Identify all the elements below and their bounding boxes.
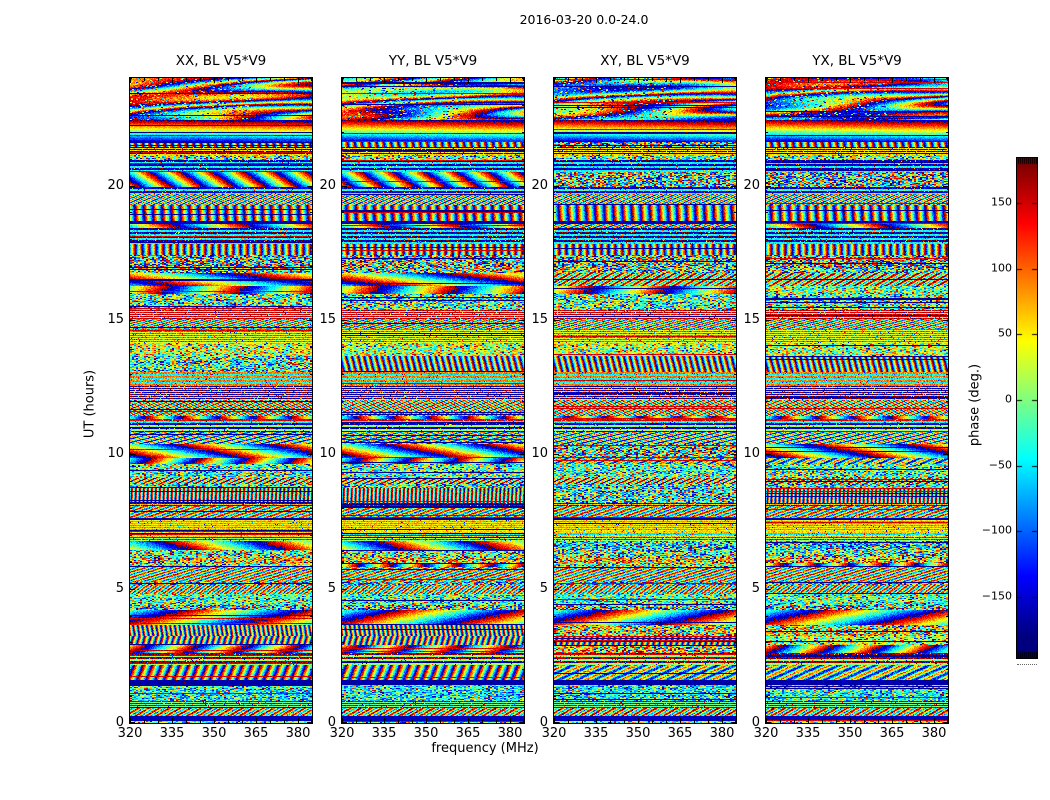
colorbar-tick-label: 0 — [1005, 392, 1012, 406]
colorbar-tick-label: −100 — [981, 523, 1012, 537]
y-tick-label: 20 — [319, 177, 336, 193]
y-tick-label: 20 — [107, 177, 124, 193]
colorbar-tick-label: −50 — [988, 458, 1012, 472]
y-tick-label: 20 — [531, 177, 548, 193]
panel-title: XX, BL V5*V9 — [175, 53, 267, 69]
panel-canvas — [765, 77, 949, 724]
figure-title: 2016-03-20 0.0-24.0 — [519, 12, 649, 27]
x-tick-label: 320 — [541, 726, 567, 741]
y-tick-label: 5 — [115, 580, 124, 596]
panel-title: YX, BL V5*V9 — [812, 53, 902, 69]
panel-canvas — [341, 77, 525, 724]
colorbar-underflow-marker — [1017, 664, 1037, 665]
x-tick-label: 335 — [159, 726, 185, 741]
x-tick-label: 350 — [837, 726, 863, 741]
panel-title: XY, BL V5*V9 — [600, 53, 690, 69]
x-tick-label: 380 — [709, 726, 735, 741]
y-axis-label: UT (hours) — [82, 369, 98, 439]
y-tick-label: 0 — [115, 715, 124, 730]
x-tick-label: 365 — [455, 726, 481, 741]
x-tick-label: 380 — [497, 726, 523, 741]
colorbar-tick-label: −150 — [981, 589, 1012, 603]
colorbar-tick-label: 50 — [998, 326, 1012, 340]
colorbar-canvas — [1016, 157, 1038, 659]
x-tick-label: 335 — [583, 726, 609, 741]
y-tick-label: 15 — [319, 311, 336, 327]
y-tick-label: 10 — [319, 446, 336, 462]
y-tick-label: 15 — [107, 311, 124, 327]
colorbar-tick-label: 100 — [991, 261, 1012, 275]
x-tick-label: 335 — [371, 726, 397, 741]
x-tick-label: 350 — [625, 726, 651, 741]
panel-canvas — [129, 77, 313, 724]
x-tick-label: 335 — [795, 726, 821, 741]
x-tick-label: 380 — [921, 726, 947, 741]
x-tick-label: 350 — [201, 726, 227, 741]
x-tick-label: 320 — [329, 726, 355, 741]
y-tick-label: 0 — [539, 715, 548, 730]
x-tick-label: 365 — [879, 726, 905, 741]
y-tick-label: 5 — [751, 580, 760, 596]
x-tick-label: 350 — [413, 726, 439, 741]
y-tick-label: 0 — [327, 715, 336, 730]
x-tick-label: 380 — [285, 726, 311, 741]
x-tick-label: 320 — [117, 726, 143, 741]
y-tick-label: 5 — [327, 580, 336, 596]
x-axis-label: frequency (MHz) — [431, 741, 539, 756]
colorbar-tick-label: 150 — [991, 195, 1012, 209]
y-tick-label: 15 — [743, 311, 760, 327]
y-tick-label: 10 — [531, 446, 548, 462]
y-tick-label: 5 — [539, 580, 548, 596]
panel-canvas — [553, 77, 737, 724]
x-tick-label: 365 — [667, 726, 693, 741]
x-tick-label: 365 — [243, 726, 269, 741]
y-tick-label: 20 — [743, 177, 760, 193]
y-tick-label: 10 — [743, 446, 760, 462]
panel-title: YY, BL V5*V9 — [388, 53, 478, 69]
y-tick-label: 15 — [531, 311, 548, 327]
x-tick-label: 320 — [753, 726, 779, 741]
y-tick-label: 0 — [751, 715, 760, 730]
y-tick-label: 10 — [107, 446, 124, 462]
